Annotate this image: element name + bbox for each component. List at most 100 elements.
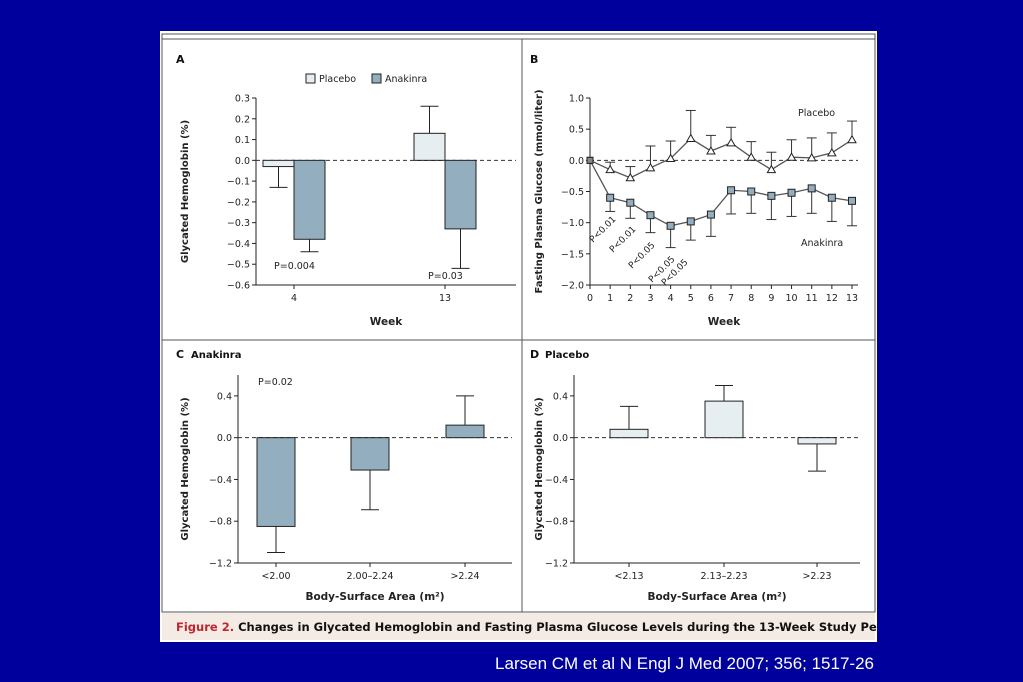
x-tick-label: 1	[607, 293, 613, 304]
panel-label: A	[176, 53, 185, 66]
y-tick-label: 0.4	[553, 391, 568, 402]
y-axis-label: Glycated Hemoglobin (%)	[180, 397, 191, 540]
legend-swatch-placebo	[305, 73, 316, 84]
figure-border	[161, 33, 876, 613]
x-tick-label: 11	[806, 293, 818, 304]
y-tick-label: −1.5	[561, 249, 584, 260]
anakinra-marker	[666, 221, 675, 230]
y-tick-label: −0.5	[227, 260, 250, 271]
x-tick-label: 9	[768, 293, 774, 304]
x-tick-label: 0	[587, 293, 593, 304]
legend-label-placebo: Placebo	[319, 74, 356, 85]
x-tick-label: 5	[688, 293, 694, 304]
x-tick-label: 6	[708, 293, 714, 304]
y-tick-label: −0.4	[227, 239, 250, 250]
x-tick-label: 4	[668, 293, 674, 304]
y-axis-label: Fasting Plasma Glucose (mmol/liter)	[534, 89, 545, 293]
placebo-marker	[826, 147, 837, 157]
placebo-marker	[665, 153, 676, 162]
y-tick-label: −0.3	[227, 218, 250, 229]
x-tick-label: >2.24	[450, 571, 479, 582]
caption-background	[162, 613, 875, 640]
x-tick-label: 2.00–2.24	[346, 571, 393, 582]
baseline-marker	[586, 156, 594, 164]
y-tick-label: −1.2	[545, 559, 568, 570]
anakinra-marker	[767, 191, 776, 200]
x-tick-label: <2.00	[261, 571, 290, 582]
anakinra-marker	[807, 184, 816, 193]
y-tick-label: 1.0	[569, 94, 584, 105]
y-tick-label: 0.1	[235, 135, 250, 146]
p-value-annotation: P=0.03	[428, 271, 463, 282]
x-tick-label: <2.13	[614, 571, 643, 582]
x-tick-label: >2.23	[802, 571, 831, 582]
p-value-annotation: P=0.004	[274, 261, 315, 272]
anakinra-marker	[646, 211, 655, 220]
y-axis-label: Glycated Hemoglobin (%)	[534, 397, 545, 540]
x-axis-label: Week	[370, 316, 403, 328]
caption-body: Changes in Glycated Hemoglobin and Fasti…	[238, 620, 877, 634]
y-tick-label: −0.5	[561, 187, 584, 198]
panel-label: D	[530, 348, 539, 361]
y-tick-label: −0.8	[545, 517, 568, 528]
bar	[445, 424, 485, 439]
anakinra-marker	[727, 186, 736, 195]
anakinra-bar	[293, 159, 326, 240]
anakinra-bar	[444, 159, 477, 230]
panel-label: B	[530, 53, 538, 66]
bar	[609, 428, 649, 439]
bar	[350, 437, 390, 471]
x-tick-label: 2	[627, 293, 633, 304]
x-axis-label: Body-Surface Area (m²)	[305, 591, 444, 603]
y-tick-label: −0.2	[227, 197, 250, 208]
anakinra-marker	[606, 193, 615, 202]
y-tick-label: 0.5	[569, 125, 584, 136]
figure-panel: Figure 2. Changes in Glycated Hemoglobin…	[160, 31, 877, 642]
panel-title: Anakinra	[191, 350, 241, 361]
placebo-bar	[262, 159, 295, 168]
placebo-marker	[786, 152, 797, 161]
panel-title: Placebo	[545, 350, 589, 361]
y-tick-label: 0.0	[217, 433, 232, 444]
x-tick-label: 4	[291, 293, 297, 304]
y-tick-label: 0.2	[235, 114, 250, 125]
panel-label: C	[176, 348, 184, 361]
x-tick-label: 3	[647, 293, 653, 304]
x-tick-label: 13	[846, 293, 858, 304]
figure-svg: Figure 2. Changes in Glycated Hemoglobin…	[161, 33, 877, 640]
p-value-annotation: P=0.02	[258, 377, 293, 388]
y-tick-label: −2.0	[561, 281, 584, 292]
x-tick-label: 10	[785, 293, 797, 304]
y-tick-label: −1.0	[561, 218, 584, 229]
placebo-marker	[625, 172, 636, 182]
y-tick-label: −1.2	[209, 559, 232, 570]
anakinra-marker	[848, 196, 856, 205]
y-tick-label: 0.0	[553, 433, 568, 444]
placebo-marker	[645, 162, 656, 172]
y-axis-label: Glycated Hemoglobin (%)	[180, 120, 191, 263]
placebo-marker	[806, 152, 817, 162]
x-tick-label: 8	[748, 293, 754, 304]
y-tick-label: −0.1	[227, 177, 250, 188]
citation: Larsen CM et al N Engl J Med 2007; 356; …	[495, 654, 874, 673]
y-tick-label: 0.0	[569, 156, 584, 167]
y-tick-label: 0.0	[235, 156, 250, 167]
anakinra-marker	[706, 210, 715, 219]
placebo-marker	[847, 134, 857, 144]
y-tick-label: −0.4	[545, 475, 568, 486]
bar	[704, 400, 744, 439]
x-tick-label: 13	[439, 293, 451, 304]
placebo-marker	[726, 137, 736, 147]
caption-label: Figure 2.	[176, 620, 234, 634]
x-axis-label: Body-Surface Area (m²)	[647, 591, 786, 603]
x-tick-label: 2.13–2.23	[700, 571, 747, 582]
placebo-line	[589, 137, 853, 179]
x-axis-label: Week	[708, 316, 741, 328]
x-tick-label: 12	[826, 293, 838, 304]
anakinra-marker	[686, 217, 695, 226]
caption-text: Figure 2. Changes in Glycated Hemoglobin…	[176, 620, 877, 634]
anakinra-marker	[747, 187, 756, 196]
anakinra-marker	[626, 198, 635, 207]
y-tick-label: 0.3	[235, 94, 250, 105]
placebo-marker	[605, 164, 616, 174]
